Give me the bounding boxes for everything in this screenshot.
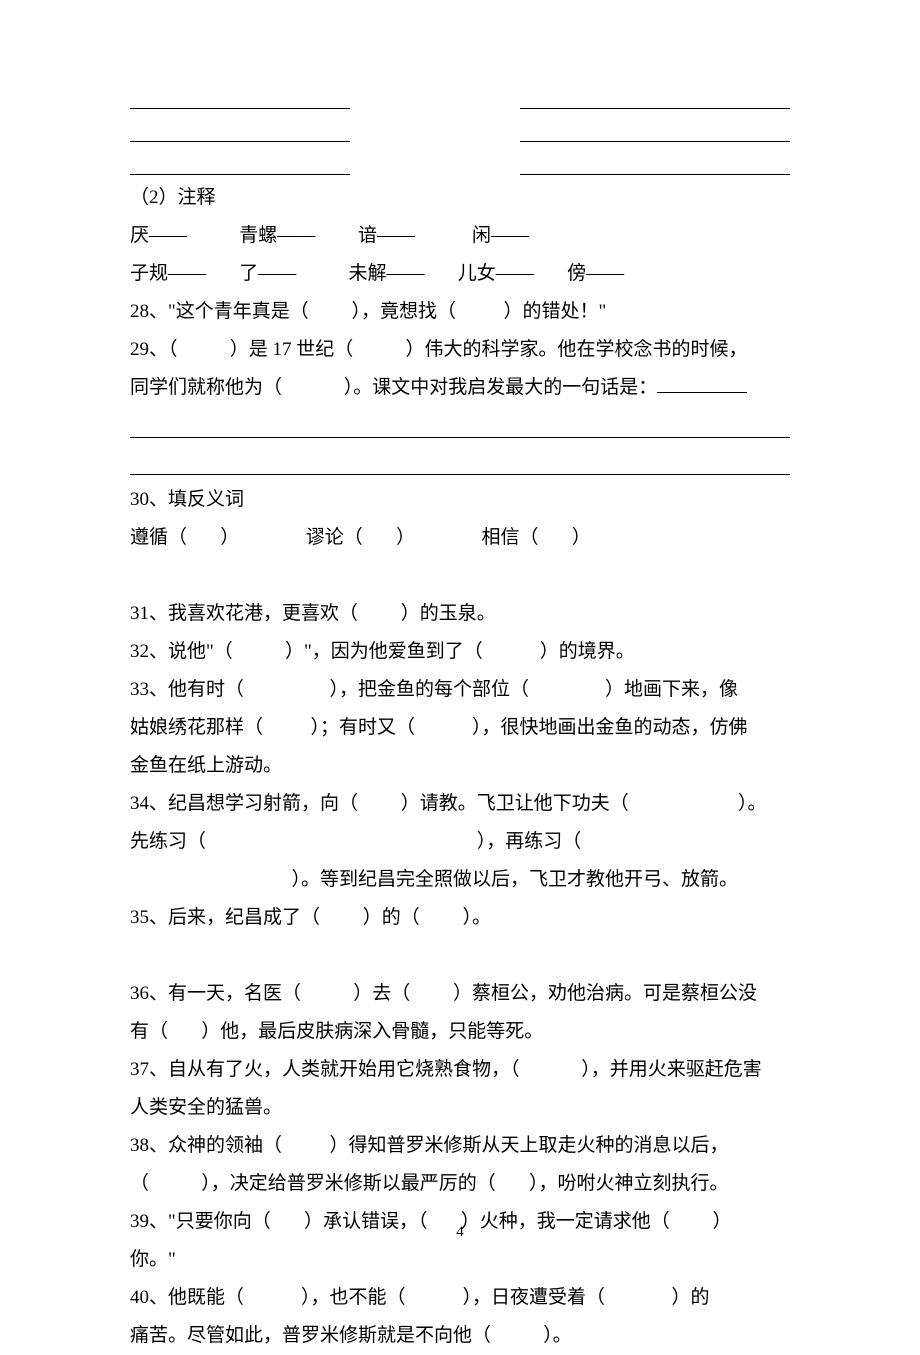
term-weijie: 未解—— xyxy=(349,263,425,284)
question-38-line-2: （ ），决定给普罗米修斯以最严厉的（ ），吩咐火神立刻执行。 xyxy=(130,1165,790,1203)
term-yan: 厌—— xyxy=(130,225,187,246)
question-34-line-3: ）。等到纪昌完全照做以后，飞卫才教他开弓、放箭。 xyxy=(130,861,790,899)
blank-left xyxy=(130,146,350,175)
question-36-line-2: 有（ ）他，最后皮肤病深入骨髓，只能等死。 xyxy=(130,1013,790,1051)
full-blank-line-1 xyxy=(130,407,790,438)
question-35: 35、后来，纪昌成了（ ）的（ ）。 xyxy=(130,899,790,937)
term-xian: 闲—— xyxy=(472,225,529,246)
blank-left xyxy=(130,113,350,142)
question-30-heading: 30、填反义词 xyxy=(130,481,790,519)
full-blank-line-2 xyxy=(130,444,790,475)
spacer xyxy=(130,937,790,975)
question-40-line-1: 40、他既能（ ），也不能（ ），日夜遭受着（ ）的 xyxy=(130,1279,790,1317)
question-33-line-1: 33、他有时（ ），把金鱼的每个部位（ ）地画下来，像 xyxy=(130,671,790,709)
question-34-line-2: 先练习（ ），再练习（ xyxy=(130,823,790,861)
blank-right xyxy=(520,113,790,142)
term-zigui: 子规—— xyxy=(130,263,206,284)
term-qingluo: 青螺—— xyxy=(239,225,315,246)
glossary-row-1: 厌—— 青螺—— 谙—— 闲—— xyxy=(130,217,790,255)
question-31: 31、我喜欢花港，更喜欢（ ）的玉泉。 xyxy=(130,595,790,633)
question-33-line-3: 金鱼在纸上游动。 xyxy=(130,747,790,785)
term-bang: 傍—— xyxy=(567,263,624,284)
question-34-line-1: 34、纪昌想学习射箭，向（ ）请教。飞卫让他下功夫（ ）。 xyxy=(130,785,790,823)
glossary-row-2: 子规—— 了—— 未解—— 儿女—— 傍—— xyxy=(130,255,790,293)
question-32: 32、说他"（ ）"，因为他爱鱼到了（ ）的境界。 xyxy=(130,633,790,671)
inline-blank xyxy=(657,370,747,393)
question-29-text: 同学们就称他为（ ）。课文中对我启发最大的一句话是： xyxy=(130,377,657,398)
question-29-line-2: 同学们就称他为（ ）。课文中对我启发最大的一句话是： xyxy=(130,369,790,407)
spacer xyxy=(130,557,790,595)
question-40-line-2: 痛苦。尽管如此，普罗米修斯就是不向他（ ）。 xyxy=(130,1317,790,1355)
question-30-items: 遵循（ ） 谬论（ ） 相信（ ） xyxy=(130,519,790,557)
page-number: 4 xyxy=(0,1217,920,1247)
question-28: 28、"这个青年真是（ ），竟想找（ ）的错处！" xyxy=(130,293,790,331)
blank-line-2 xyxy=(130,113,790,142)
blank-right xyxy=(520,146,790,175)
question-37-line-1: 37、自从有了火，人类就开始用它烧熟食物，（ ），并用火来驱赶危害 xyxy=(130,1051,790,1089)
question-38-line-1: 38、众神的领袖（ ）得知普罗米修斯从天上取走火种的消息以后， xyxy=(130,1127,790,1165)
section-2-heading: （2）注释 xyxy=(130,179,790,217)
question-36-line-1: 36、有一天，名医（ ）去（ ）蔡桓公，劝他治病。可是蔡桓公没 xyxy=(130,975,790,1013)
term-le: 了—— xyxy=(239,263,296,284)
blank-left xyxy=(130,80,350,109)
question-29-line-1: 29、（ ）是 17 世纪（ ）伟大的科学家。他在学校念书的时候， xyxy=(130,331,790,369)
blank-line-1 xyxy=(130,80,790,109)
term-ernv: 儿女—— xyxy=(458,263,534,284)
question-37-line-2: 人类安全的猛兽。 xyxy=(130,1089,790,1127)
blank-line-3 xyxy=(130,146,790,175)
blank-right xyxy=(520,80,790,109)
term-an: 谙—— xyxy=(358,225,415,246)
question-33-line-2: 姑娘绣花那样（ ）；有时又（ ），很快地画出金鱼的动态，仿佛 xyxy=(130,709,790,747)
